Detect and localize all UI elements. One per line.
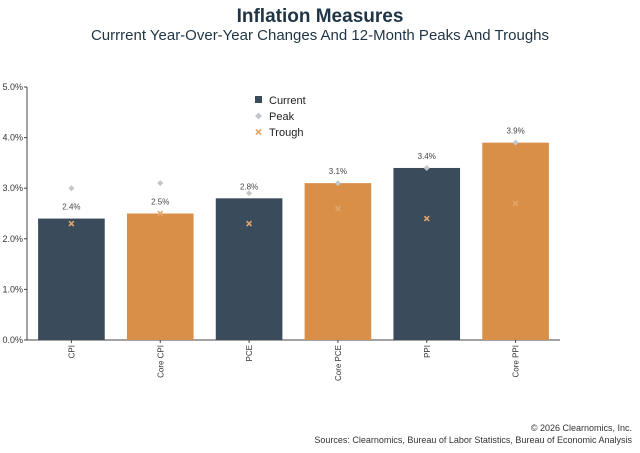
x-tick-label: Core PPI xyxy=(512,345,521,377)
y-tick-label: 5.0% xyxy=(2,82,23,92)
x-tick-label: CPI xyxy=(67,345,76,358)
bar-current xyxy=(215,198,283,340)
y-tick-label: 1.0% xyxy=(2,284,23,294)
legend-swatch-current xyxy=(255,96,262,103)
chart-title: Inflation Measures xyxy=(236,6,404,27)
peak-marker xyxy=(334,180,341,187)
trough-marker xyxy=(512,200,519,207)
x-tick-label: PPI xyxy=(423,345,432,358)
bar-current xyxy=(304,183,372,340)
trough-marker xyxy=(246,220,253,227)
legend-label-peak: Peak xyxy=(269,111,295,123)
trough-marker xyxy=(423,215,430,222)
x-tick-label: Core PCE xyxy=(334,345,343,381)
peak-marker xyxy=(157,180,164,187)
bar-current xyxy=(126,213,194,340)
peak-marker xyxy=(512,139,519,146)
legend-swatch-trough xyxy=(255,128,262,136)
data-label: 2.5% xyxy=(151,198,169,207)
bar-current xyxy=(38,218,105,340)
legend-label-current: Current xyxy=(269,95,306,107)
trough-marker xyxy=(68,220,75,227)
sources-note: Sources: Clearnomics, Bureau of Labor St… xyxy=(314,435,632,445)
copyright-note: © 2026 Clearnomics, Inc. xyxy=(530,423,632,433)
peak-marker xyxy=(246,190,253,197)
y-tick-label: 2.0% xyxy=(2,234,23,244)
data-label: 3.9% xyxy=(506,127,524,136)
data-label: 2.8% xyxy=(240,182,258,191)
legend-swatch-peak xyxy=(255,112,262,120)
trough-marker xyxy=(157,210,164,217)
legend-label-trough: Trough xyxy=(269,127,303,139)
bar-current xyxy=(393,167,461,340)
data-label: 3.1% xyxy=(329,167,347,176)
x-tick-label: Core CPI xyxy=(156,345,165,378)
chart-subtitle: Currrent Year-Over-Year Changes And 12-M… xyxy=(90,27,550,44)
y-tick-label: 3.0% xyxy=(2,183,23,193)
data-label: 3.4% xyxy=(418,152,436,161)
y-tick-label: 0.0% xyxy=(2,335,23,345)
peak-marker xyxy=(423,164,430,171)
bar-current xyxy=(482,142,549,340)
y-tick-label: 4.0% xyxy=(2,133,23,143)
trough-marker xyxy=(334,205,341,212)
peak-marker xyxy=(68,185,75,192)
x-tick-label: PCE xyxy=(245,345,254,361)
data-label: 2.4% xyxy=(62,203,80,212)
